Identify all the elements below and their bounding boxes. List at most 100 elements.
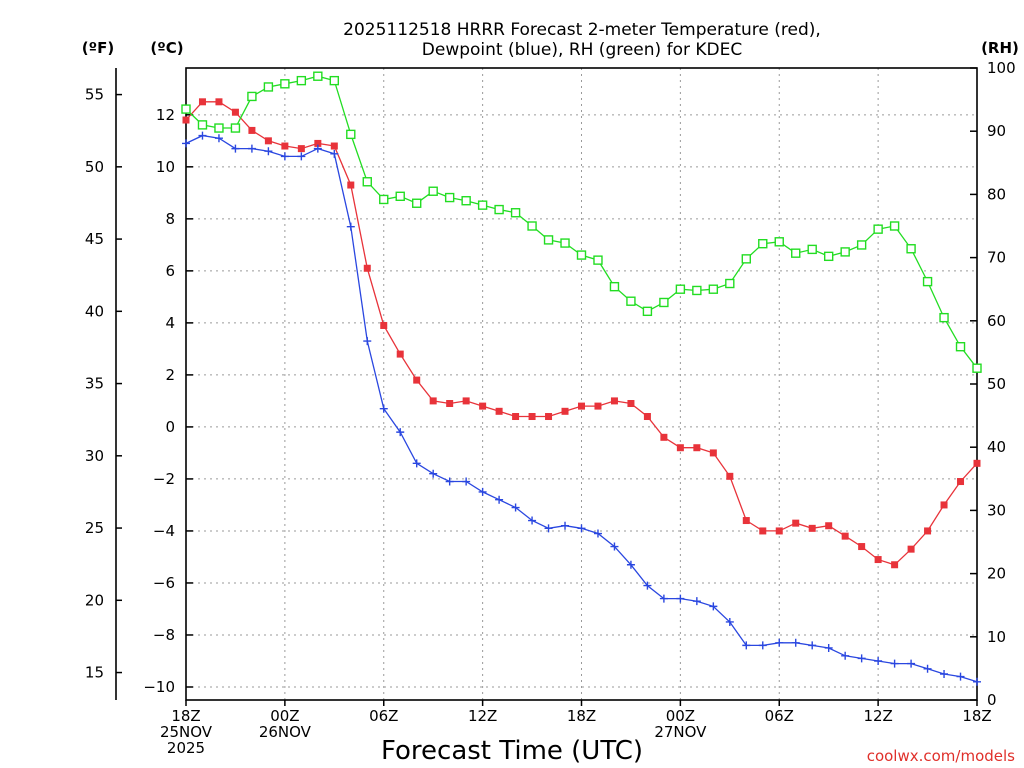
data-point <box>940 669 949 678</box>
rh-tick-label: 50 <box>987 375 1006 393</box>
data-point <box>627 400 635 408</box>
data-point <box>264 137 272 145</box>
x-tick-label: 00Z <box>666 707 695 725</box>
data-point <box>313 144 322 153</box>
fahrenheit-tick-label: 40 <box>85 302 104 320</box>
data-point <box>395 191 405 201</box>
x-tick-label: 12Z <box>468 707 497 725</box>
rh-tick-label: 70 <box>987 249 1006 267</box>
data-point <box>725 278 735 289</box>
data-point <box>957 478 965 486</box>
data-point <box>445 477 454 486</box>
celsius-tick-label: 0 <box>165 418 175 436</box>
data-point <box>939 312 949 323</box>
series-rh <box>181 71 982 373</box>
data-point <box>247 91 257 102</box>
fahrenheit-tick-label: 20 <box>85 591 104 609</box>
data-point <box>858 543 866 551</box>
data-point <box>922 276 933 287</box>
data-point <box>594 402 602 410</box>
rh-tick-label: 0 <box>987 691 997 709</box>
x-tick-label: 26NOV <box>259 723 312 741</box>
data-point <box>346 222 355 231</box>
data-point <box>347 181 355 189</box>
data-point <box>214 134 223 143</box>
data-point <box>841 651 850 660</box>
data-point <box>198 98 206 106</box>
data-point <box>791 248 801 258</box>
data-point <box>726 472 734 480</box>
celsius-tick-label: 2 <box>165 366 175 384</box>
data-point <box>874 556 882 564</box>
data-point <box>692 285 702 296</box>
data-point <box>643 413 651 421</box>
data-point <box>561 407 569 415</box>
data-point <box>280 79 290 89</box>
series-dewpoint <box>182 131 981 686</box>
data-point <box>660 433 668 441</box>
data-point <box>692 597 701 606</box>
data-point <box>889 221 900 231</box>
data-point <box>659 594 668 603</box>
data-point <box>510 208 521 218</box>
data-point <box>973 459 981 467</box>
data-point <box>578 402 585 410</box>
series-line <box>185 75 978 369</box>
data-point <box>346 129 356 140</box>
data-point <box>610 397 618 405</box>
data-point <box>495 407 503 415</box>
data-point <box>709 449 717 457</box>
data-point <box>577 524 586 533</box>
data-point <box>478 487 487 496</box>
data-point <box>363 337 372 346</box>
rh-tick-label: 40 <box>987 438 1006 456</box>
celsius-tick-label: −8 <box>153 626 175 644</box>
data-point <box>561 521 570 530</box>
x-tick-label: 2025 <box>167 739 205 757</box>
data-point <box>380 321 388 329</box>
data-point <box>446 400 454 408</box>
data-point <box>890 659 899 668</box>
data-point <box>215 98 223 106</box>
data-point <box>840 247 850 257</box>
data-point <box>626 296 636 306</box>
data-point <box>280 152 289 161</box>
data-point <box>924 527 932 535</box>
rh-tick-label: 80 <box>987 185 1006 203</box>
data-point <box>874 656 883 665</box>
data-point <box>544 524 553 533</box>
data-point <box>891 561 899 569</box>
celsius-tick-label: −6 <box>153 574 175 592</box>
data-point <box>545 413 553 421</box>
data-point <box>182 139 190 148</box>
data-point <box>528 516 537 525</box>
data-point <box>313 71 323 81</box>
data-point <box>907 659 916 668</box>
celsius-axis-unit: (ºC) <box>150 39 183 57</box>
data-point <box>940 501 948 509</box>
rh-tick-label: 100 <box>987 59 1016 77</box>
data-point <box>643 581 652 590</box>
celsius-tick-label: 4 <box>165 314 175 332</box>
rh-tick-label: 10 <box>987 628 1006 646</box>
data-point <box>923 664 932 673</box>
data-point <box>413 376 421 384</box>
chart-title-line-2: Dewpoint (blue), RH (green) for KDEC <box>422 40 742 60</box>
data-point <box>263 82 274 92</box>
data-point <box>479 402 487 410</box>
data-point <box>808 641 817 650</box>
data-point <box>214 123 224 133</box>
data-point <box>330 142 338 150</box>
rh-tick-label: 30 <box>987 501 1006 519</box>
data-point <box>197 120 208 130</box>
data-point <box>857 654 866 663</box>
data-point <box>906 244 916 254</box>
data-point <box>675 284 686 294</box>
series-2-meter-temperature <box>182 98 981 569</box>
rh-tick-label: 90 <box>987 122 1006 140</box>
data-point <box>494 204 504 215</box>
data-point <box>593 529 602 538</box>
data-point <box>741 254 751 264</box>
x-tick-label: 18Z <box>567 707 596 725</box>
data-point <box>362 177 372 187</box>
